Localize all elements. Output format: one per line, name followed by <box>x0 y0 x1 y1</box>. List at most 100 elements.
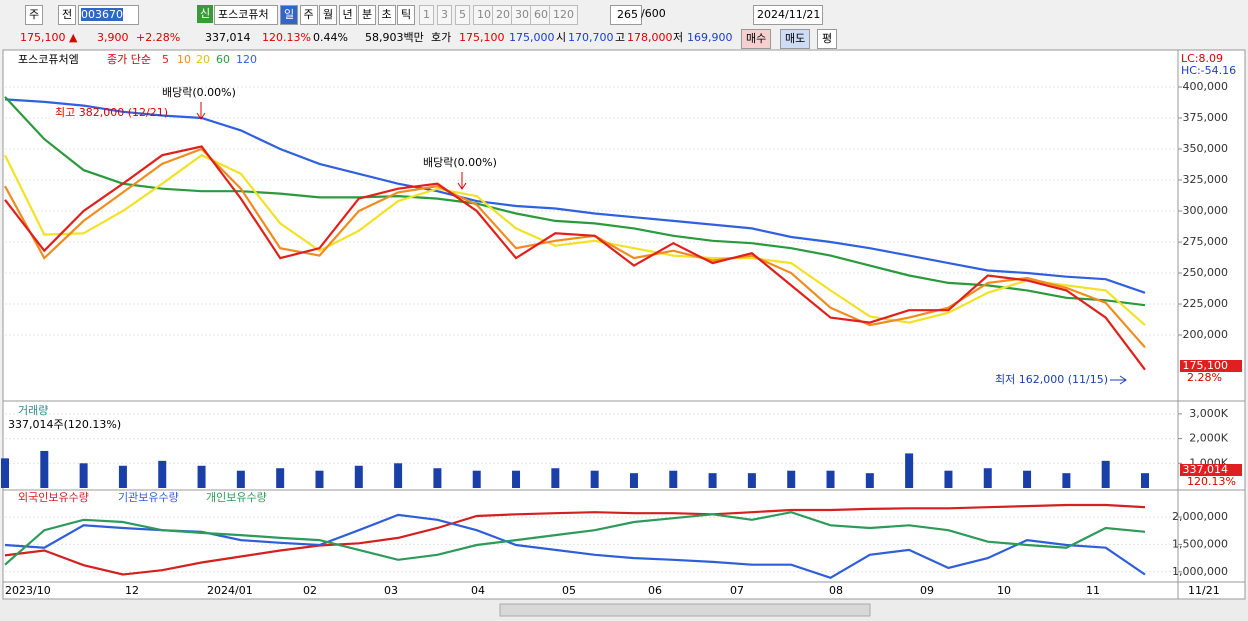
volume-bar <box>905 453 914 488</box>
x-tick-label: 02 <box>303 584 317 597</box>
info-value: 시 <box>556 31 567 44</box>
legend-entry: 기관보유수량 <box>118 491 179 504</box>
new-badge[interactable]: 신 <box>197 5 214 23</box>
panel-subtitle: 337,014주(120.13%) <box>8 418 121 431</box>
volume-bar <box>472 470 481 488</box>
volume-bar <box>590 470 599 488</box>
trade-button[interactable]: 매수 <box>741 29 772 49</box>
x-tick-label: 12 <box>125 584 139 597</box>
volume-bar <box>747 473 756 488</box>
info-value: 고 <box>615 31 626 44</box>
minute-button[interactable]: 3 <box>437 5 452 25</box>
series-line <box>4 511 1146 566</box>
volume-bar <box>787 470 796 488</box>
interval-button[interactable]: 분 <box>358 5 377 25</box>
panel-title: 거래량 <box>18 404 48 417</box>
y-tick-label: 1,500,000 <box>1172 537 1228 550</box>
volume-bar <box>236 470 245 488</box>
volume-bar <box>1 458 9 488</box>
trade-button[interactable]: 평 <box>817 29 838 49</box>
info-value: 178,000 <box>627 31 673 44</box>
y-tick-label: 1,000,000 <box>1172 565 1228 578</box>
last-ratio: 120.13% <box>1187 475 1236 488</box>
annotation: 배당락(0.00%) <box>423 156 497 169</box>
x-tick-label: 07 <box>730 584 744 597</box>
volume-bar <box>669 470 678 488</box>
info-value: 337,014 <box>205 31 251 44</box>
period-select[interactable]: 주 <box>25 5 44 25</box>
info-value: 175,100 ▲ <box>20 31 78 44</box>
last-change: 2.28% <box>1187 371 1222 384</box>
minute-button[interactable]: 30 <box>511 5 533 25</box>
volume-bar <box>158 460 167 488</box>
count-input[interactable]: 265 <box>610 5 642 25</box>
trade-button[interactable]: 매도 <box>780 29 811 49</box>
volume-bar <box>983 468 992 488</box>
legend-entry: 외국인보유수량 <box>18 491 89 504</box>
volume-bar <box>1062 473 1071 488</box>
y-tick-label: 3,000K <box>1189 407 1228 420</box>
volume-bar <box>197 465 206 488</box>
interval-button[interactable]: 년 <box>338 5 357 25</box>
x-tick-label: 04 <box>471 584 485 597</box>
volume-bar <box>394 463 403 488</box>
info-value: 169,900 <box>687 31 733 44</box>
info-value: 170,700 <box>568 31 614 44</box>
volume-bar <box>1141 473 1149 488</box>
legend-entry: 5 <box>162 53 169 66</box>
interval-button[interactable]: 주 <box>299 5 318 25</box>
y-tick-label: 400,000 <box>1183 80 1229 93</box>
y-tick-label: 275,000 <box>1183 235 1229 248</box>
x-tick-label: 08 <box>829 584 843 597</box>
minute-button[interactable]: 5 <box>455 5 470 25</box>
series-line <box>4 98 1146 294</box>
interval-button[interactable]: 월 <box>319 5 338 25</box>
minute-button[interactable]: 10 <box>473 5 495 25</box>
annotation: 배당락(0.00%) <box>162 86 236 99</box>
y-tick-label: 325,000 <box>1183 173 1229 186</box>
last-price: 175,100 <box>1183 359 1229 372</box>
interval-button[interactable]: 틱 <box>397 5 416 25</box>
info-value: 0.44% <box>313 31 348 44</box>
annotation: 최저 162,000 (11/15) <box>995 373 1108 386</box>
y-tick-label: 350,000 <box>1183 142 1229 155</box>
x-tick-label: 06 <box>648 584 662 597</box>
info-value: 호가 <box>431 31 452 44</box>
marker <box>196 102 206 120</box>
legend-entry: 개인보유수량 <box>206 491 267 504</box>
lc-label: LC:8.09 <box>1181 52 1223 65</box>
interval-button[interactable]: 초 <box>377 5 396 25</box>
series-line <box>4 153 1146 326</box>
x-tick-label: 10 <box>997 584 1011 597</box>
stock-name[interactable]: 포스코퓨처 <box>214 5 278 25</box>
price-box <box>1180 360 1242 372</box>
interval-button[interactable]: 일 <box>280 5 299 25</box>
volume-bar <box>708 473 717 488</box>
date-input[interactable]: 2024/11/21 <box>753 5 823 25</box>
x-tick-label: 11 <box>1086 584 1100 597</box>
volume-bar <box>826 470 835 488</box>
y-tick-label: 225,000 <box>1183 297 1229 310</box>
volume-bar <box>944 470 953 488</box>
volume-bar <box>433 468 442 488</box>
chart-frame <box>2 49 1246 600</box>
volume-bar <box>551 468 560 488</box>
scroll-thumb[interactable] <box>499 603 871 617</box>
y-tick-label: 250,000 <box>1183 266 1229 279</box>
info-value: 58,903백만 <box>365 31 424 44</box>
y-tick-label: 200,000 <box>1183 328 1229 341</box>
code-input[interactable]: 003670 <box>78 5 139 25</box>
info-value: +2.28% <box>136 31 181 44</box>
minute-button[interactable]: 1 <box>419 5 434 25</box>
volume-bar <box>1023 470 1032 488</box>
hc-label: HC:-54.16 <box>1181 64 1236 77</box>
annotation: 최고 382,000 (12/21) <box>55 106 168 119</box>
y-tick-label: 2,000K <box>1189 432 1228 445</box>
prev-button[interactable]: 전 <box>58 5 77 25</box>
minute-button[interactable]: 120 <box>549 5 578 25</box>
x-tick-label: 2024/01 <box>207 584 253 597</box>
volume-bar <box>79 463 88 488</box>
legend-entry: 60 <box>216 53 230 66</box>
